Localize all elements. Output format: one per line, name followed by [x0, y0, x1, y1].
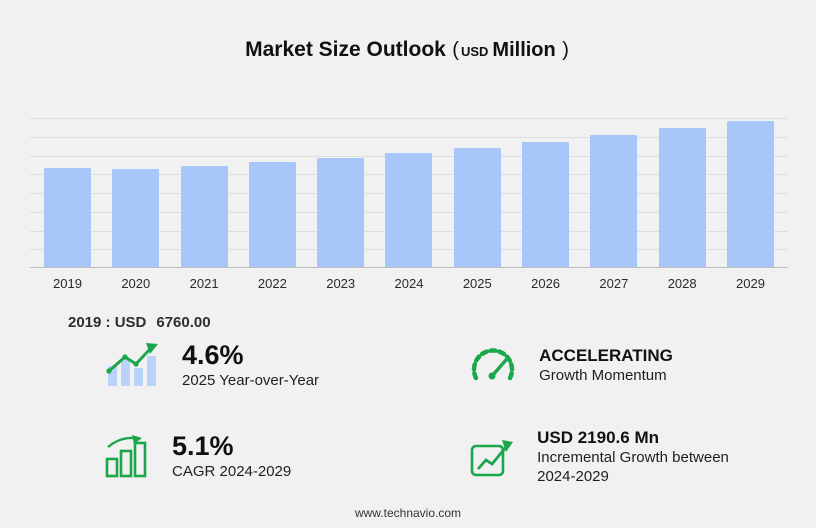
- x-tick-label-2026: 2026: [531, 276, 561, 291]
- cagr-label: CAGR 2024-2029: [172, 463, 292, 481]
- title-unit: Million: [492, 39, 556, 61]
- bar-slot-2025: 2025: [453, 147, 501, 291]
- bar-chart: 2019 2020 2021 2022 2023 2024 2025 2026 2027 2028…: [30, 118, 788, 291]
- stat-momentum: ACCELERATING Growth Momentum: [469, 340, 756, 391]
- growth-bars-icon: [104, 434, 150, 479]
- momentum-label: Growth Momentum: [539, 367, 667, 385]
- bar-2025: [453, 147, 501, 267]
- x-tick-label-2023: 2023: [326, 276, 356, 291]
- yoy-value: 4.6%: [182, 340, 244, 370]
- bar-2029: [726, 120, 774, 267]
- base-year-annotation: 2019 : USD 6760.00: [68, 314, 211, 331]
- bar-2019: [44, 167, 91, 267]
- base-year-prefix: 2019 : USD: [68, 314, 147, 331]
- x-tick-label-2027: 2027: [599, 276, 629, 291]
- incremental-value: USD 2190.6 Mn: [537, 427, 659, 447]
- x-tick-label-2021: 2021: [189, 276, 219, 291]
- title-text: Market Size Outlook: [245, 38, 446, 61]
- bar-slot-2028: 2028: [658, 128, 706, 291]
- x-tick-label-2022: 2022: [257, 276, 287, 291]
- stat-cagr: 5.1% CAGR 2024-2029: [104, 427, 469, 487]
- bar-slot-2023: 2023: [317, 157, 365, 291]
- base-year-value: 6760.00: [156, 314, 211, 331]
- bar-slot-2024: 2024: [385, 152, 433, 291]
- stats-grid: 4.6% 2025 Year-over-Year ACCELERATING Gr…: [104, 340, 756, 487]
- bar-2024: [385, 152, 433, 267]
- x-tick-label-2019: 2019: [53, 276, 82, 291]
- x-tick-label-2028: 2028: [667, 276, 697, 291]
- bar-slot-2020: 2020: [112, 169, 160, 291]
- bar-slot-2019: 2019: [44, 167, 91, 291]
- x-tick-label-2029: 2029: [736, 276, 765, 291]
- x-tick-label-2025: 2025: [462, 276, 492, 291]
- stat-incremental: USD 2190.6 Mn Incremental Growth between…: [469, 427, 756, 487]
- bar-2027: [590, 135, 638, 267]
- bar-chart-trend-icon: [104, 340, 160, 390]
- incremental-label: Incremental Growth between 2024-2029: [537, 448, 729, 486]
- page-title: Market Size Outlook (USD Million ): [0, 38, 816, 62]
- bar-slot-2021: 2021: [180, 165, 228, 291]
- bar-slot-2026: 2026: [522, 141, 570, 291]
- x-tick-label-2020: 2020: [121, 276, 151, 291]
- title-currency: USD: [460, 44, 489, 59]
- website-link[interactable]: www.technavio.com: [354, 506, 462, 520]
- bar-series: 2019 2020 2021 2022 2023 2024 2025 2026 2027 2028…: [30, 118, 788, 291]
- bar-2020: [112, 169, 160, 267]
- bar-slot-2027: 2027: [590, 135, 638, 291]
- stat-yoy: 4.6% 2025 Year-over-Year: [104, 340, 469, 391]
- yoy-label: 2025 Year-over-Year: [182, 372, 320, 390]
- speedometer-icon: [469, 345, 517, 385]
- bar-2028: [658, 128, 706, 267]
- cagr-value: 5.1%: [172, 431, 234, 462]
- x-tick-label-2024: 2024: [394, 276, 424, 291]
- bar-slot-2029: 2029: [726, 120, 774, 291]
- title-paren-open: (: [452, 39, 459, 61]
- momentum-value: ACCELERATING: [539, 345, 673, 365]
- bar-2021: [180, 165, 228, 267]
- bar-2026: [522, 141, 570, 267]
- line-growth-icon: [469, 436, 515, 478]
- bar-2023: [317, 157, 365, 267]
- bar-slot-2022: 2022: [248, 162, 296, 291]
- title-paren-close: ): [562, 39, 569, 61]
- bar-2022: [248, 162, 296, 267]
